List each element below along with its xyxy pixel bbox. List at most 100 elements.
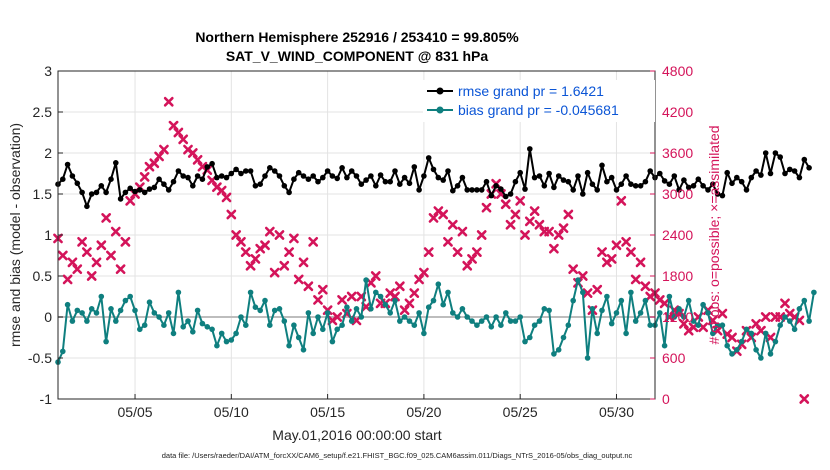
bias-point [348, 318, 355, 324]
obs-count-marker [635, 257, 646, 268]
bias-point [353, 306, 360, 312]
obs-count-marker [481, 202, 492, 213]
bias-point [560, 334, 567, 341]
rmse-point [137, 187, 143, 193]
legend-bias-marker [436, 106, 444, 114]
bias-point [382, 301, 389, 308]
bias-point [387, 310, 394, 316]
rmse-point [233, 166, 239, 173]
rmse-point [796, 174, 803, 181]
rmse-point [165, 187, 172, 193]
rmse-point [753, 168, 759, 174]
obs-count-marker [264, 226, 275, 237]
bias-point [291, 322, 297, 329]
bias-point [267, 322, 273, 329]
bias-point [161, 322, 167, 329]
rmse-point [348, 168, 355, 174]
bias-point [493, 314, 499, 320]
rmse-point [218, 173, 225, 179]
bias-point [243, 322, 249, 329]
bias-point [262, 297, 268, 304]
rmse-point [445, 168, 451, 174]
obs-count-marker [443, 236, 453, 247]
bias-point [252, 304, 259, 311]
obs-count-marker [597, 247, 607, 257]
obs-count-marker [548, 243, 559, 254]
rmse-point [440, 177, 447, 183]
obs-count-marker [370, 271, 381, 281]
obs-count-marker [154, 151, 165, 162]
rmse-point [74, 180, 81, 187]
rmse-point [488, 192, 495, 199]
bias-point [743, 326, 750, 333]
bias-point [714, 322, 721, 329]
legend: rmse grand pr = 1.6421 bias grand pr = -… [423, 80, 655, 122]
rmse-point [762, 150, 769, 156]
bias-point [377, 293, 384, 300]
rmse-point [315, 178, 321, 185]
bias-series [55, 277, 817, 365]
rmse-point [570, 187, 576, 193]
rmse-point [339, 165, 345, 171]
obs-count-marker [187, 148, 198, 158]
bias-point [806, 318, 812, 324]
obs-count-marker [250, 254, 261, 264]
bias-point [748, 330, 755, 337]
rmse-point [98, 183, 105, 189]
obs-count-marker [553, 230, 564, 240]
bias-point [503, 310, 509, 316]
bias-point [320, 326, 326, 333]
obs-count-marker [409, 288, 420, 298]
bias-point [233, 330, 239, 337]
bias-point [344, 304, 350, 311]
chart-title-line1: Northern Hemisphere 252916 / 253410 = 99… [195, 29, 519, 45]
rmse-point [632, 183, 639, 189]
rmse-point [724, 169, 730, 176]
bias-point [541, 306, 548, 312]
rmse-point [300, 173, 307, 179]
rmse-point [180, 173, 186, 179]
rmse-point [88, 191, 95, 197]
rmse-point [204, 164, 211, 170]
rmse-point [190, 183, 196, 189]
obs-count-marker [520, 230, 530, 240]
obs-count-marker [452, 247, 463, 257]
rmse-point [676, 187, 682, 193]
obs-count-marker [178, 134, 189, 145]
rmse-point [425, 155, 432, 161]
bias-point [122, 297, 129, 304]
rmse-point [661, 178, 668, 184]
rmse-point [657, 170, 663, 177]
bias-point [666, 293, 673, 300]
bias-point [69, 318, 76, 324]
y-tick-label: -1 [40, 391, 53, 407]
bias-point [782, 314, 788, 320]
bias-point [657, 310, 663, 316]
rmse-point [555, 173, 562, 179]
rmse-point [589, 181, 596, 187]
rmse-point [223, 174, 230, 181]
rmse-point [113, 160, 119, 166]
bias-point [498, 322, 504, 329]
bias-point [209, 326, 215, 333]
rmse-point [531, 174, 538, 181]
obs-count-marker [115, 264, 126, 275]
obs-count-marker [221, 192, 232, 203]
bias-point [238, 314, 244, 320]
rmse-point [710, 181, 716, 187]
bias-point [170, 330, 177, 337]
rmse-point [604, 178, 610, 185]
obs-count-marker [457, 226, 468, 237]
bias-point [132, 307, 138, 314]
obs-count-marker [101, 213, 112, 223]
bias-point [445, 289, 451, 296]
rmse-point [156, 176, 162, 182]
y2-tick-label: 1800 [662, 268, 693, 284]
rmse-point [637, 183, 644, 189]
bias-point [791, 326, 798, 333]
obs-count-marker [544, 226, 554, 237]
bias-point [787, 318, 793, 324]
bias-point [517, 314, 523, 320]
rmse-point [257, 181, 264, 187]
rmse-point [498, 186, 504, 192]
